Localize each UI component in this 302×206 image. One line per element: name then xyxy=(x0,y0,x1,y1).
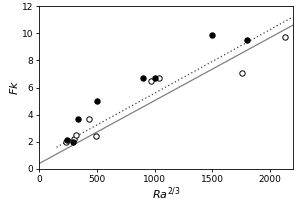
X-axis label: $Ra^{2/3}$: $Ra^{2/3}$ xyxy=(152,186,181,202)
Point xyxy=(95,99,99,103)
Point xyxy=(76,117,81,120)
Point xyxy=(74,133,79,137)
Point xyxy=(149,79,153,82)
Point xyxy=(244,39,249,42)
Point xyxy=(282,36,287,39)
Point xyxy=(210,33,215,36)
Point xyxy=(86,117,91,120)
Point xyxy=(63,140,68,143)
Y-axis label: $Fk$: $Fk$ xyxy=(8,80,20,95)
Point xyxy=(157,76,162,80)
Point xyxy=(152,76,157,80)
Point xyxy=(141,76,146,80)
Point xyxy=(65,139,69,142)
Point xyxy=(93,135,98,138)
Point xyxy=(72,137,76,141)
Point xyxy=(240,71,245,74)
Point xyxy=(70,140,75,143)
